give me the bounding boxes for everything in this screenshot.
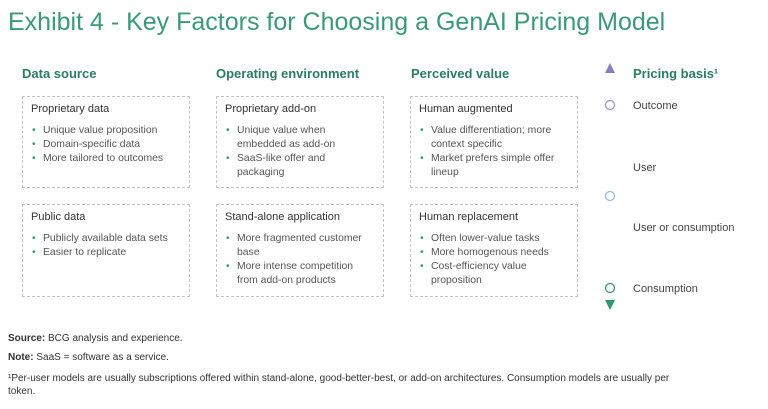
column-header-data-source: Data source (22, 66, 97, 81)
factor-bullet: More tailored to outcomes (31, 152, 181, 166)
factor-box-stand-alone-application: Stand-alone application More fragmented … (216, 204, 384, 297)
pricing-level-user: User (633, 162, 657, 174)
factor-box-human-augmented: Human augmented Value differentiation; m… (410, 96, 578, 188)
factor-bullet: Easier to replicate (31, 246, 181, 260)
factor-bullet-list: Often lower-value tasks More homogenous … (419, 232, 569, 288)
footnote: ¹Per-user models are usually subscriptio… (8, 373, 670, 397)
source-note: Source: BCG analysis and experience. (8, 333, 183, 344)
factor-box-title: Public data (31, 211, 86, 223)
factor-bullet: Publicly available data sets (31, 232, 181, 246)
factor-box-proprietary-add-on: Proprietary add-on Unique value whenembe… (216, 96, 384, 188)
factor-bullet-list: Publicly available data sets Easier to r… (31, 232, 181, 260)
factor-box-public-data: Public data Publicly available data sets… (22, 204, 190, 297)
column-header-operating-environment: Operating environment (216, 66, 360, 81)
exhibit-title: Exhibit 4 - Key Factors for Choosing a G… (8, 8, 666, 36)
arrow-up-icon (605, 63, 615, 73)
axis-marker-user (604, 190, 616, 202)
factor-bullet: Domain-specific data (31, 138, 181, 152)
pricing-level-user-or-consumption: User or consumption (633, 222, 735, 234)
abbreviation-note: Note: SaaS = software as a service. (8, 352, 169, 363)
factor-box-title: Human augmented (419, 103, 513, 115)
column-header-pricing-basis: Pricing basis¹ (633, 66, 719, 81)
factor-box-title: Stand-alone application (225, 211, 340, 223)
arrow-down-icon (605, 300, 615, 310)
factor-box-title: Human replacement (419, 211, 519, 223)
factor-bullet: SaaS-like offer and packaging (225, 152, 375, 180)
factor-box-proprietary-data: Proprietary data Unique value propositio… (22, 96, 190, 188)
axis-marker-consumption (604, 282, 616, 294)
pricing-basis-axis (600, 60, 620, 320)
factor-bullet-list: Unique value proposition Domain-specific… (31, 124, 181, 166)
column-header-perceived-value: Perceived value (411, 66, 510, 81)
axis-marker-outcome (604, 99, 616, 111)
factor-box-title: Proprietary data (31, 103, 110, 115)
pricing-level-consumption: Consumption (633, 283, 698, 295)
factor-bullet: More homogenous needs (419, 246, 569, 260)
pricing-level-outcome: Outcome (633, 100, 678, 112)
factor-bullet: Unique value proposition (31, 124, 181, 138)
factor-bullet: Often lower-value tasks (419, 232, 569, 246)
factor-box-human-replacement: Human replacement Often lower-value task… (410, 204, 578, 297)
factor-box-title: Proprietary add-on (225, 103, 317, 115)
pricing-basis-arrow (604, 63, 616, 310)
